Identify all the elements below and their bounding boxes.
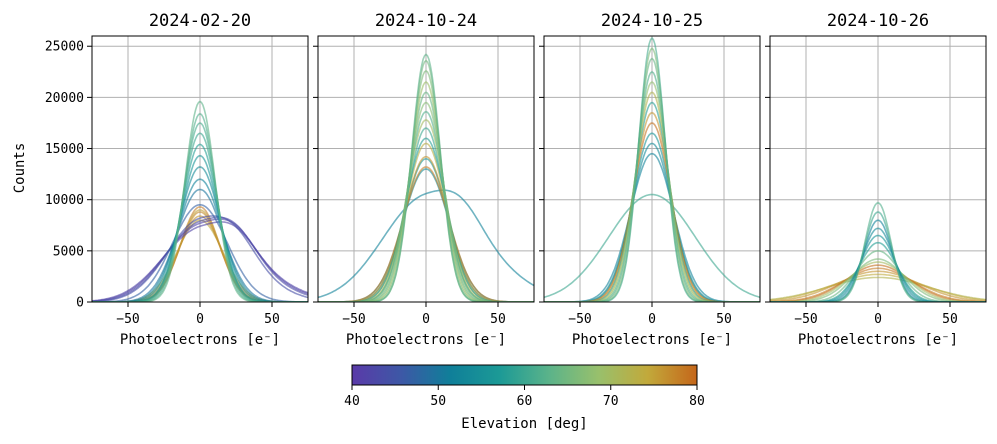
- colorbar-tick-label: 50: [430, 394, 446, 409]
- series-line-3-11: [770, 219, 986, 302]
- y-tick-label: 0: [76, 296, 84, 311]
- y-tick-label: 10000: [45, 193, 84, 208]
- series-line-1-15: [318, 53, 534, 302]
- series-line-3-9: [770, 234, 986, 302]
- series-line-0-15: [92, 132, 308, 302]
- colorbar-tick-label: 40: [344, 394, 360, 409]
- y-tick-label: 25000: [45, 40, 84, 55]
- x-tick-label: 0: [874, 312, 882, 327]
- series-line-3-2: [770, 270, 986, 302]
- x-axis-label: Photoelectrons [e⁻]: [120, 332, 280, 348]
- y-tick-label: 15000: [45, 142, 84, 157]
- series-line-0-6: [92, 218, 308, 302]
- series-line-3-12: [770, 211, 986, 302]
- series-line-3-4: [770, 264, 986, 302]
- x-axis-label: Photoelectrons [e⁻]: [798, 332, 958, 348]
- series-line-0-7: [92, 216, 308, 302]
- x-tick-label: 50: [490, 312, 506, 327]
- y-tick-label: 5000: [53, 244, 84, 259]
- series-line-1-0: [318, 189, 534, 299]
- series-line-2-11: [544, 47, 760, 302]
- x-axis-label: Photoelectrons [e⁻]: [346, 332, 506, 348]
- y-tick-label: 20000: [45, 91, 84, 106]
- x-tick-label: −50: [568, 312, 591, 327]
- series-line-0-16: [92, 122, 308, 302]
- colorbar-tick-label: 70: [603, 394, 619, 409]
- panel-title: 2024-10-24: [375, 11, 477, 31]
- x-tick-label: 50: [942, 312, 958, 327]
- panel-2024-10-25: −50 0 50 2024-10-25 Photoelectrons [e⁻]: [539, 11, 761, 348]
- series-line-1-10: [318, 101, 534, 302]
- colorbar-gradient: [351, 364, 698, 386]
- x-tick-label: −50: [116, 312, 139, 327]
- x-tick-label: 0: [422, 312, 430, 327]
- panel-title: 2024-02-20: [149, 11, 251, 31]
- y-axis-label: Counts: [12, 143, 28, 194]
- panel-title: 2024-10-26: [827, 11, 929, 31]
- colorbar: Elevation [deg] 40 50 60 70 80: [344, 364, 705, 432]
- series-line-1-12: [318, 81, 534, 302]
- colorbar-tick-label: 60: [517, 394, 533, 409]
- series-line-1-13: [318, 69, 534, 302]
- series-line-3-5: [770, 261, 986, 302]
- series-line-2-6: [544, 101, 760, 302]
- series-line-0-8: [92, 215, 308, 302]
- series-line-1-11: [318, 91, 534, 302]
- panel-2024-02-20: −50 0 50 0 5000 10000 15000 20000 25000 2024-02-2…: [45, 11, 309, 348]
- x-tick-label: 50: [716, 312, 732, 327]
- series-line-3-13: [770, 201, 986, 302]
- series-line-2-7: [544, 91, 760, 302]
- series-line-0-17: [92, 112, 308, 302]
- x-tick-label: 0: [196, 312, 204, 327]
- series-line-3-8: [770, 241, 986, 302]
- series-line-0-9: [92, 203, 308, 302]
- series-line-3-10: [770, 227, 986, 302]
- series-line-0-18: [92, 100, 308, 302]
- x-tick-label: −50: [794, 312, 817, 327]
- panel-2024-10-26: −50 0 50 2024-10-26 Photoelectrons [e⁻]: [765, 11, 987, 348]
- series-line-1-14: [318, 59, 534, 302]
- series-line-2-10: [544, 57, 760, 302]
- panel-title: 2024-10-25: [601, 11, 703, 31]
- series-line-3-1: [770, 273, 986, 301]
- series-line-2-8: [544, 81, 760, 302]
- x-tick-label: 50: [264, 312, 280, 327]
- colorbar-label: Elevation [deg]: [461, 416, 587, 432]
- x-tick-label: −50: [342, 312, 365, 327]
- x-axis-label: Photoelectrons [e⁻]: [572, 332, 732, 348]
- x-tick-label: 0: [648, 312, 656, 327]
- series-line-2-9: [544, 70, 760, 302]
- colorbar-tick-label: 80: [689, 394, 705, 409]
- series-line-3-3: [770, 267, 986, 302]
- series-line-2-0: [544, 193, 760, 299]
- series-line-2-12: [544, 36, 760, 302]
- panel-2024-10-24: −50 0 50 2024-10-24 Photoelectrons [e⁻]: [313, 11, 535, 348]
